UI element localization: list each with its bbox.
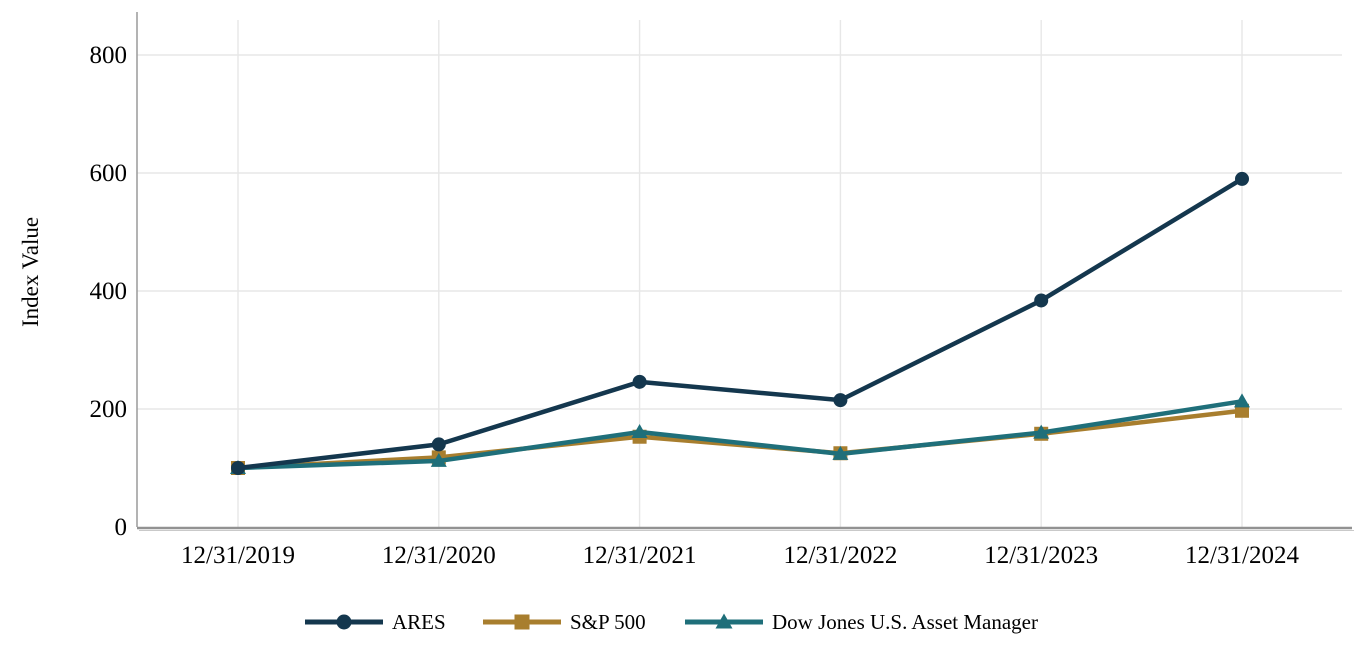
series-line-0	[235, 176, 1245, 471]
y-axis-tick-labels: 0 200 400 600 800	[90, 42, 128, 541]
x-tick-label-2: 12/31/2021	[583, 542, 697, 569]
x-axis-tick-labels: 12/31/2019 12/31/2020 12/31/2021 12/31/2022…	[181, 542, 1299, 569]
data-series	[230, 171, 1250, 475]
x-tick-label-4: 12/31/2023	[984, 542, 1098, 569]
y-tick-label-400: 400	[90, 278, 128, 305]
x-tick-label-5: 12/31/2024	[1185, 542, 1299, 569]
data-point-2-2020	[430, 452, 447, 467]
legend-item-s-p-500: S&P 500	[483, 610, 646, 634]
series-dow-jones-u-s-asset-manager	[230, 393, 1250, 474]
y-tick-label-800: 800	[90, 42, 128, 69]
data-point-2-2021	[631, 424, 648, 439]
data-point-0-2021	[632, 374, 647, 389]
axes	[136, 12, 1354, 531]
legend-label-0: ARES	[392, 610, 446, 634]
legend-circle-icon	[336, 614, 352, 630]
data-point-2-2022	[832, 445, 849, 460]
data-point-0-2024	[1235, 171, 1249, 186]
legend: ARES S&P 500 Dow Jones U.S. Asset Manager	[305, 610, 1038, 634]
legend-label-2: Dow Jones U.S. Asset Manager	[772, 610, 1038, 634]
y-tick-label-0: 0	[115, 514, 128, 541]
data-point-0-2022	[833, 393, 848, 408]
data-point-2-2023	[1033, 424, 1050, 439]
y-tick-label-600: 600	[90, 160, 128, 187]
series-line-1	[235, 408, 1245, 471]
series-ares	[231, 171, 1249, 475]
y-axis-title: Index Value	[18, 217, 43, 327]
series-line-2	[235, 399, 1245, 471]
data-point-2-2024	[1234, 393, 1250, 408]
legend-item-dow-jones-u-s-asset-manager: Dow Jones U.S. Asset Manager	[685, 610, 1038, 634]
legend-square-icon	[514, 614, 530, 630]
x-tick-label-1: 12/31/2020	[382, 542, 496, 569]
legend-item-ares: ARES	[305, 610, 446, 634]
legend-triangle-icon	[715, 613, 733, 629]
x-tick-label-3: 12/31/2022	[783, 542, 897, 569]
x-tick-label-0: 12/31/2019	[181, 542, 295, 569]
y-tick-label-200: 200	[90, 396, 128, 423]
legend-label-1: S&P 500	[570, 610, 646, 634]
gridlines	[137, 20, 1342, 527]
data-point-0-2020	[431, 437, 446, 452]
data-point-0-2023	[1034, 293, 1049, 308]
data-point-0-2019	[231, 461, 245, 475]
